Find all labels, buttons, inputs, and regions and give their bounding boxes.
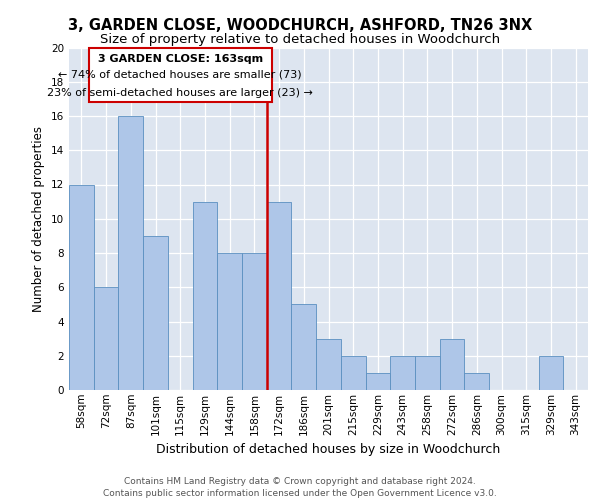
X-axis label: Distribution of detached houses by size in Woodchurch: Distribution of detached houses by size … <box>157 443 500 456</box>
Bar <box>193 202 217 390</box>
Text: 23% of semi-detached houses are larger (23) →: 23% of semi-detached houses are larger (… <box>47 88 313 98</box>
Bar <box>242 253 267 390</box>
Text: 3, GARDEN CLOSE, WOODCHURCH, ASHFORD, TN26 3NX: 3, GARDEN CLOSE, WOODCHURCH, ASHFORD, TN… <box>68 18 532 33</box>
Bar <box>143 236 168 390</box>
Bar <box>440 338 464 390</box>
Bar <box>316 338 341 390</box>
FancyBboxPatch shape <box>89 48 272 102</box>
Text: Contains HM Land Registry data © Crown copyright and database right 2024.
Contai: Contains HM Land Registry data © Crown c… <box>103 476 497 498</box>
Bar <box>292 304 316 390</box>
Text: ← 74% of detached houses are smaller (73): ← 74% of detached houses are smaller (73… <box>58 69 302 79</box>
Bar <box>390 356 415 390</box>
Bar <box>94 287 118 390</box>
Bar <box>415 356 440 390</box>
Bar <box>539 356 563 390</box>
Bar <box>365 373 390 390</box>
Bar <box>464 373 489 390</box>
Y-axis label: Number of detached properties: Number of detached properties <box>32 126 46 312</box>
Text: 3 GARDEN CLOSE: 163sqm: 3 GARDEN CLOSE: 163sqm <box>98 54 263 64</box>
Bar <box>341 356 365 390</box>
Bar <box>69 184 94 390</box>
Bar <box>217 253 242 390</box>
Text: Size of property relative to detached houses in Woodchurch: Size of property relative to detached ho… <box>100 33 500 46</box>
Bar <box>118 116 143 390</box>
Bar <box>267 202 292 390</box>
